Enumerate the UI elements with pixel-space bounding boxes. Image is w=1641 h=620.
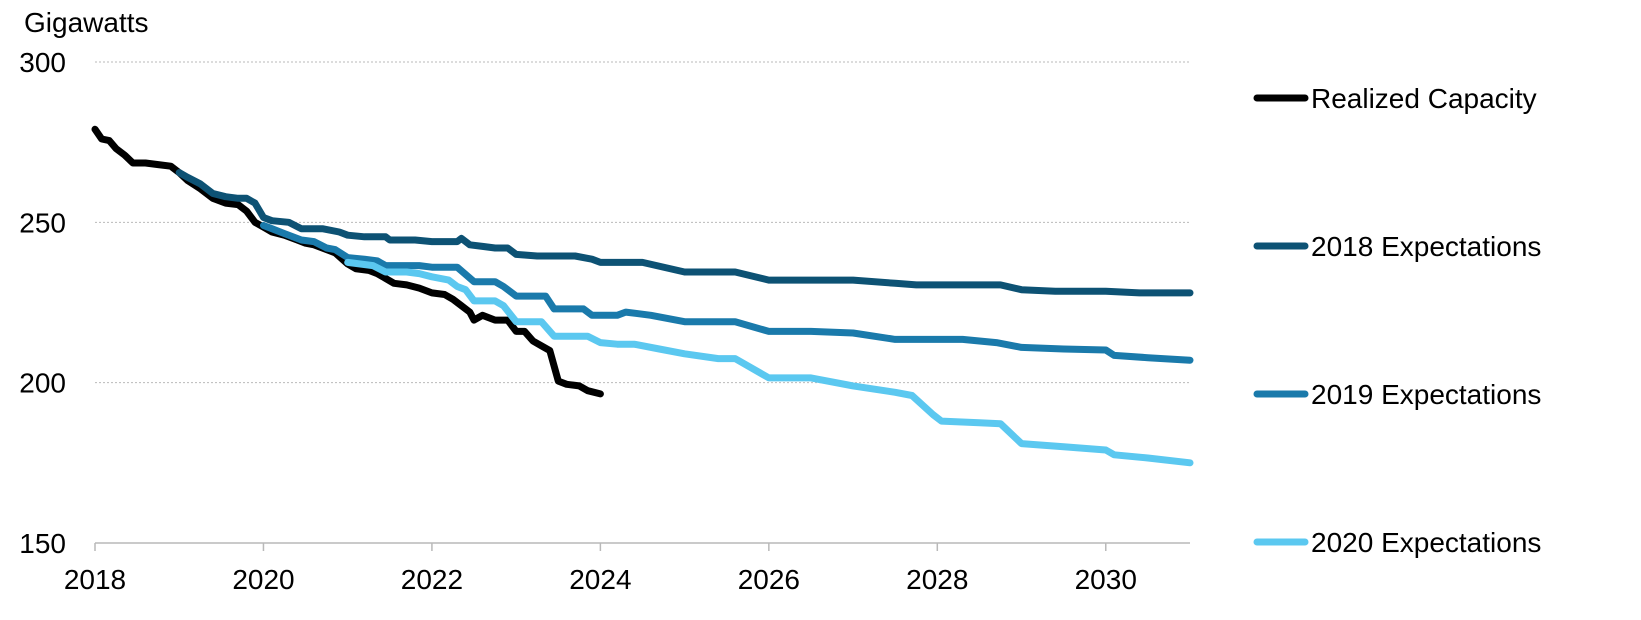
legend-label-2019-expectations: 2019 Expectations: [1311, 379, 1541, 410]
x-tick-label: 2028: [906, 564, 968, 595]
x-tick-label: 2024: [569, 564, 631, 595]
y-axis-unit-label: Gigawatts: [24, 7, 149, 38]
x-tick-label: 2018: [64, 564, 126, 595]
x-tick-label: 2020: [232, 564, 294, 595]
axes: [94, 542, 1190, 551]
y-axis-tick-labels: 150 200 250 300: [19, 47, 66, 559]
legend-label-2018-expectations: 2018 Expectations: [1311, 231, 1541, 262]
y-tick-label: 250: [19, 207, 66, 238]
x-tick-label: 2026: [738, 564, 800, 595]
x-tick-label: 2022: [401, 564, 463, 595]
y-tick-label: 200: [19, 368, 66, 399]
x-axis-tick-labels: 2018 2020 2022 2024 2026 2028 2030: [64, 564, 1137, 595]
series-line-2019-expectations: [260, 222, 1194, 364]
series-line-2020-expectations: [344, 258, 1194, 467]
series-lines: [91, 125, 1194, 467]
legend-label-realized-capacity: Realized Capacity: [1311, 83, 1537, 114]
series-line-2018-expectations: [175, 169, 1194, 297]
y-tick-label: 300: [19, 47, 66, 78]
gridlines: [95, 61, 1190, 384]
x-tick-label: 2030: [1075, 564, 1137, 595]
legend: Realized Capacity 2018 Expectations 2019 E…: [1253, 83, 1541, 558]
y-tick-label: 150: [19, 528, 66, 559]
legend-label-2020-expectations: 2020 Expectations: [1311, 527, 1541, 558]
